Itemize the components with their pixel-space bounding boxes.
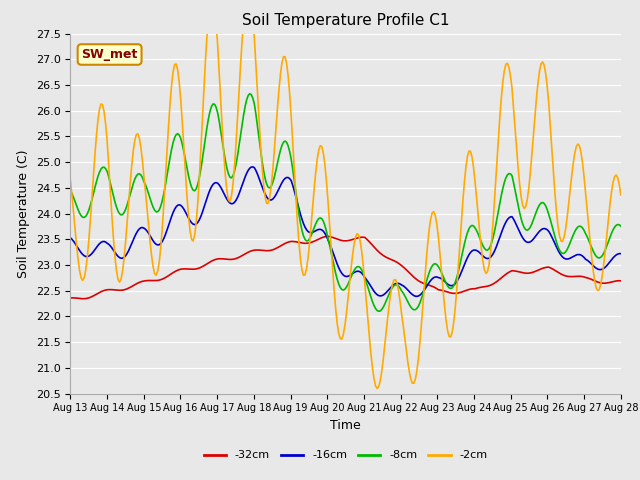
X-axis label: Time: Time	[330, 419, 361, 432]
Y-axis label: Soil Temperature (C): Soil Temperature (C)	[17, 149, 30, 278]
Title: Soil Temperature Profile C1: Soil Temperature Profile C1	[242, 13, 449, 28]
Legend: -32cm, -16cm, -8cm, -2cm: -32cm, -16cm, -8cm, -2cm	[199, 446, 492, 465]
Text: SW_met: SW_met	[81, 48, 138, 61]
